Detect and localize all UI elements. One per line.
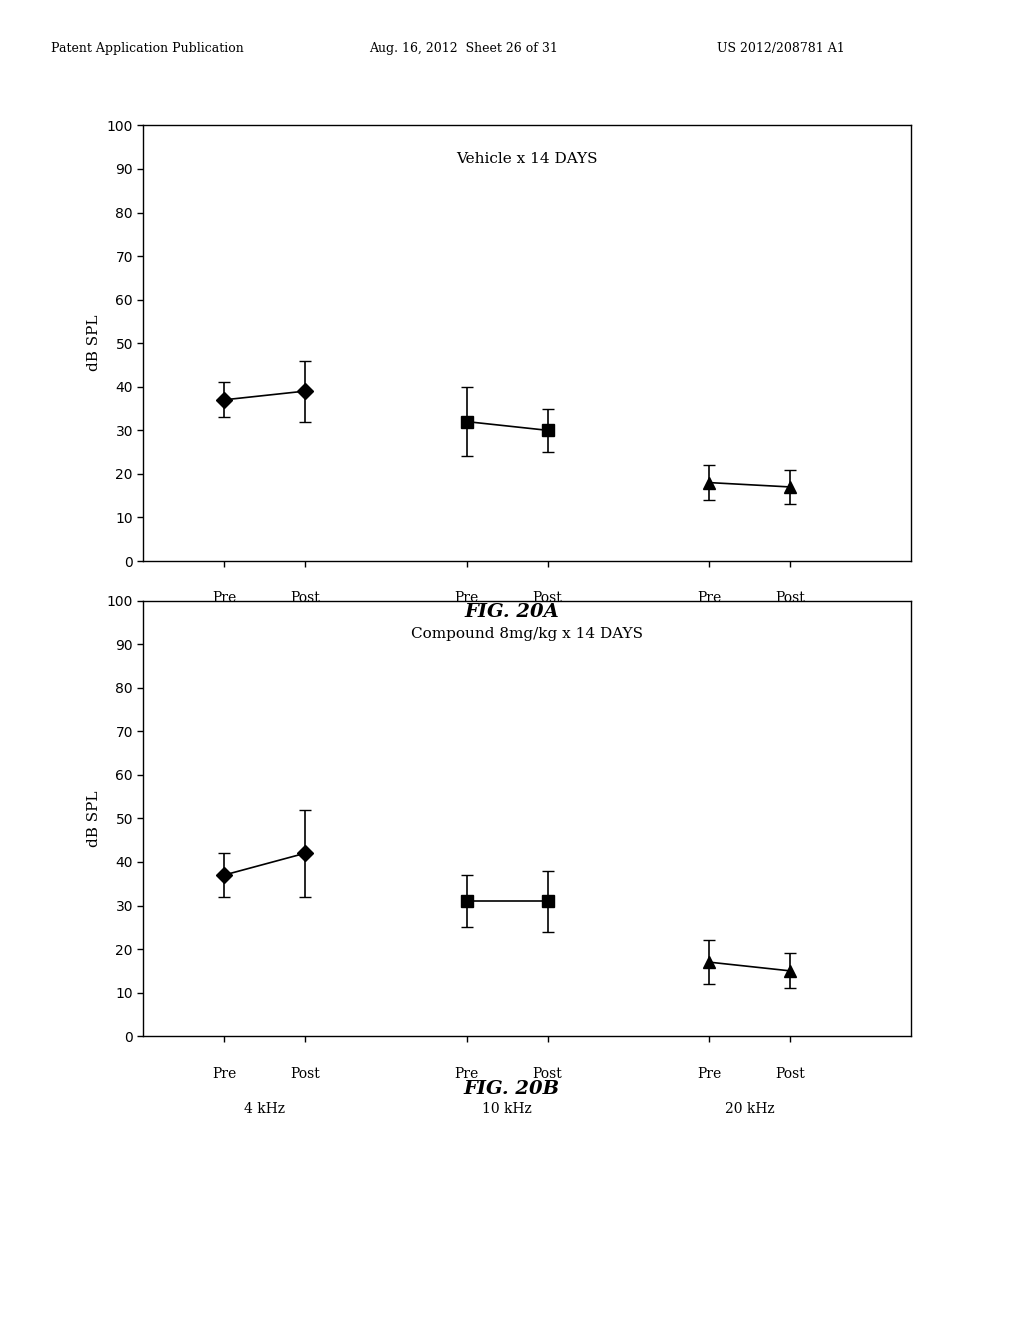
Text: 10 kHz: 10 kHz [482, 1101, 532, 1115]
Text: FIG. 20A: FIG. 20A [465, 603, 559, 622]
Text: Post: Post [532, 591, 562, 606]
Text: FIG. 20B: FIG. 20B [464, 1080, 560, 1098]
Text: 10 kHz: 10 kHz [482, 627, 532, 640]
Text: Pre: Pre [212, 1067, 237, 1081]
Text: Pre: Pre [697, 1067, 721, 1081]
Text: Pre: Pre [455, 591, 479, 606]
Text: 20 kHz: 20 kHz [725, 1101, 774, 1115]
Text: Vehicle x 14 DAYS: Vehicle x 14 DAYS [457, 152, 598, 165]
Text: Pre: Pre [697, 591, 721, 606]
Text: 4 kHz: 4 kHz [244, 1101, 285, 1115]
Text: 20 kHz: 20 kHz [725, 627, 774, 640]
Text: Patent Application Publication: Patent Application Publication [51, 42, 244, 55]
Y-axis label: dB SPL: dB SPL [87, 791, 101, 846]
Text: Post: Post [290, 591, 319, 606]
Text: Post: Post [775, 1067, 805, 1081]
Text: Post: Post [532, 1067, 562, 1081]
Text: Pre: Pre [455, 1067, 479, 1081]
Text: Post: Post [290, 1067, 319, 1081]
Text: 4 kHz: 4 kHz [244, 627, 285, 640]
Y-axis label: dB SPL: dB SPL [87, 315, 101, 371]
Text: US 2012/208781 A1: US 2012/208781 A1 [717, 42, 845, 55]
Text: Pre: Pre [212, 591, 237, 606]
Text: Aug. 16, 2012  Sheet 26 of 31: Aug. 16, 2012 Sheet 26 of 31 [369, 42, 557, 55]
Text: Compound 8mg/kg x 14 DAYS: Compound 8mg/kg x 14 DAYS [412, 627, 643, 640]
Text: Post: Post [775, 591, 805, 606]
